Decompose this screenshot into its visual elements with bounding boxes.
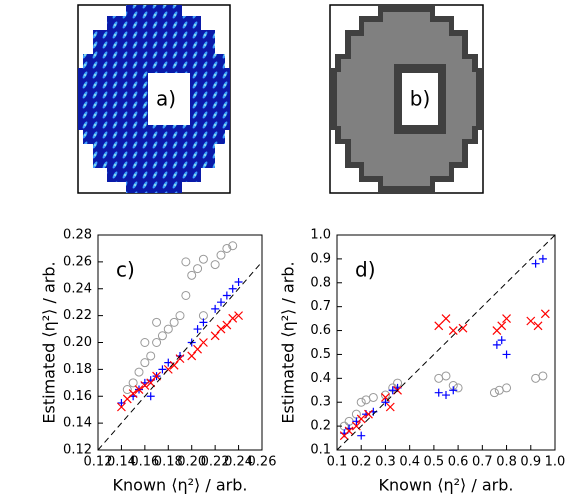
point bbox=[123, 386, 131, 394]
y-tick-label: 0.12 bbox=[63, 443, 92, 458]
point bbox=[493, 341, 501, 349]
y-tick-label: 0.3 bbox=[310, 395, 331, 410]
point bbox=[498, 336, 506, 344]
scatter-plot: 0.120.140.160.180.200.220.240.260.120.14… bbox=[40, 228, 277, 495]
point bbox=[449, 386, 457, 394]
x-axis-label: Known ⟨η²⟩ / arb. bbox=[379, 476, 514, 495]
panel-b: b) bbox=[330, 5, 483, 193]
y-tick-label: 0.16 bbox=[63, 389, 92, 404]
y-tick-label: 0.26 bbox=[63, 254, 92, 269]
y-tick-label: 0.14 bbox=[63, 416, 92, 431]
point bbox=[158, 332, 166, 340]
point bbox=[386, 403, 394, 411]
point bbox=[194, 265, 202, 273]
y-tick-label: 0.18 bbox=[63, 362, 92, 377]
y-tick-label: 0.7 bbox=[310, 299, 331, 314]
x-tick-label: 0.3 bbox=[375, 455, 396, 470]
point bbox=[539, 372, 547, 380]
y-tick-label: 0.9 bbox=[310, 251, 331, 266]
point bbox=[532, 260, 540, 268]
point bbox=[199, 339, 207, 347]
point bbox=[194, 325, 202, 333]
point bbox=[345, 417, 353, 425]
plots: 0.120.140.160.180.200.220.240.260.120.14… bbox=[40, 228, 566, 495]
point bbox=[357, 398, 365, 406]
x-tick-label: 0.6 bbox=[448, 455, 469, 470]
point bbox=[153, 318, 161, 326]
point bbox=[229, 285, 237, 293]
y-tick-label: 0.28 bbox=[63, 228, 92, 243]
y-tick-label: 1.0 bbox=[310, 228, 331, 243]
x-axis-label: Known ⟨η²⟩ / arb. bbox=[113, 476, 248, 495]
x-tick-label: 0.5 bbox=[424, 455, 445, 470]
point bbox=[141, 359, 149, 367]
point bbox=[194, 345, 202, 353]
point bbox=[182, 258, 190, 266]
point bbox=[217, 325, 225, 333]
x-tick-label: 0.4 bbox=[399, 455, 420, 470]
point bbox=[527, 317, 535, 325]
point bbox=[182, 291, 190, 299]
point bbox=[129, 379, 137, 387]
panel-label: d) bbox=[355, 258, 376, 282]
point bbox=[435, 389, 443, 397]
point bbox=[534, 322, 542, 330]
x-tick-label: 0.8 bbox=[496, 455, 517, 470]
y-tick-label: 0.2 bbox=[310, 419, 331, 434]
point bbox=[223, 321, 231, 329]
point bbox=[117, 399, 125, 407]
panel-label: b) bbox=[410, 87, 431, 111]
point bbox=[442, 315, 450, 323]
x-tick-label: 0.9 bbox=[520, 455, 541, 470]
point bbox=[147, 352, 155, 360]
point bbox=[369, 393, 377, 401]
point bbox=[211, 261, 219, 269]
point bbox=[357, 415, 365, 423]
point bbox=[188, 352, 196, 360]
x-tick-label: 0.2 bbox=[351, 455, 372, 470]
point bbox=[235, 278, 243, 286]
y-tick-label: 0.6 bbox=[310, 323, 331, 338]
y-tick-label: 0.8 bbox=[310, 275, 331, 290]
point bbox=[490, 389, 498, 397]
panel-a: a) bbox=[78, 5, 230, 193]
point bbox=[357, 432, 365, 440]
y-axis-label: Estimated ⟨η²⟩ / arb. bbox=[40, 261, 59, 423]
y-axis-label: Estimated ⟨η²⟩ / arb. bbox=[279, 261, 298, 423]
point bbox=[541, 310, 549, 318]
x-tick-label: 0.7 bbox=[472, 455, 493, 470]
point bbox=[498, 322, 506, 330]
point bbox=[135, 368, 143, 376]
point bbox=[503, 315, 511, 323]
point bbox=[449, 327, 457, 335]
y-tick-label: 0.24 bbox=[63, 281, 92, 296]
identity-line bbox=[98, 262, 262, 450]
panel-label: a) bbox=[156, 87, 176, 111]
y-tick-label: 0.4 bbox=[310, 371, 331, 386]
x-tick-label: 0.26 bbox=[248, 455, 277, 470]
figure: a) b) 0.12 0.14 0.16 0.18 0.20 0.22 0.24 0.26 0.… bbox=[0, 0, 574, 499]
point bbox=[217, 251, 225, 259]
point bbox=[503, 350, 511, 358]
point bbox=[188, 271, 196, 279]
point bbox=[164, 325, 172, 333]
point bbox=[435, 322, 443, 330]
y-tick-label: 0.22 bbox=[63, 308, 92, 323]
y-tick-label: 0.1 bbox=[310, 443, 331, 458]
point bbox=[442, 372, 450, 380]
point bbox=[141, 339, 149, 347]
point bbox=[503, 384, 511, 392]
point bbox=[539, 255, 547, 263]
point bbox=[153, 339, 161, 347]
point bbox=[442, 391, 450, 399]
y-tick-label: 0.5 bbox=[310, 347, 331, 362]
point bbox=[199, 255, 207, 263]
point bbox=[211, 332, 219, 340]
point bbox=[176, 312, 184, 320]
y-tick-label: 0.20 bbox=[63, 335, 92, 350]
point bbox=[170, 318, 178, 326]
panel-label: c) bbox=[116, 258, 135, 282]
x-tick-label: 1.0 bbox=[545, 455, 566, 470]
